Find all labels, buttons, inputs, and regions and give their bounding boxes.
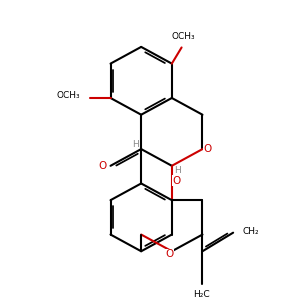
Text: O: O bbox=[173, 176, 181, 186]
Text: OCH₃: OCH₃ bbox=[56, 91, 80, 100]
Text: H: H bbox=[132, 140, 138, 148]
Text: O: O bbox=[165, 249, 173, 259]
Text: O: O bbox=[203, 144, 211, 154]
Text: H: H bbox=[175, 166, 181, 175]
Text: CH₂: CH₂ bbox=[243, 227, 260, 236]
Text: OCH₃: OCH₃ bbox=[171, 32, 195, 41]
Text: O: O bbox=[98, 161, 106, 171]
Text: H₂C: H₂C bbox=[193, 290, 209, 299]
